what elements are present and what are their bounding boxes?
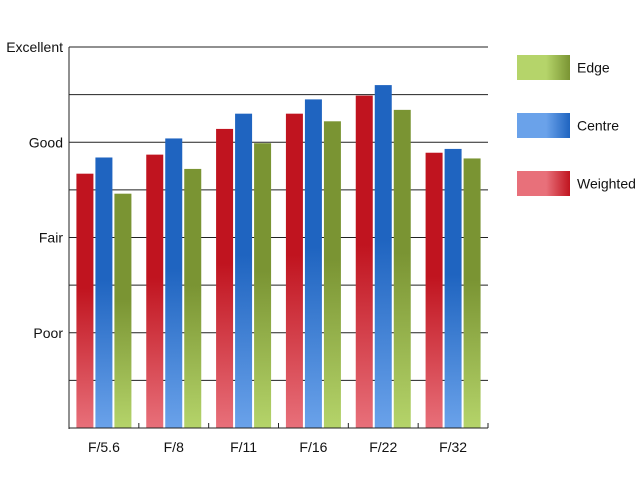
legend-swatch-edge	[517, 55, 570, 80]
legend-label-centre: Centre	[577, 118, 619, 134]
bar-centre-f-22	[374, 85, 392, 428]
legend-swatch-weighted	[517, 171, 570, 196]
bar-edge-f-16	[323, 121, 341, 429]
legend-label-edge: Edge	[577, 60, 610, 76]
x-tick-label-f-22: F/22	[369, 439, 397, 455]
x-axis-labels: F/5.6 F/8 F/11 F/16 F/22 F/32	[88, 439, 467, 455]
bar-weighted-f-8	[146, 154, 164, 428]
bar-edge-f-8	[184, 168, 202, 429]
legend-item-weighted: Weighted	[517, 171, 636, 196]
bar-weighted-f-16	[285, 113, 303, 429]
y-axis-labels: Poor Fair Good Excellent	[6, 39, 63, 341]
bar-weighted-f-32	[425, 152, 443, 429]
legend-label-weighted: Weighted	[577, 176, 636, 192]
bar-weighted-f-5-6	[76, 173, 94, 428]
bar-edge-f-5-6	[114, 193, 132, 428]
x-tick-label-f-32: F/32	[439, 439, 467, 455]
bar-centre-f-11	[235, 113, 253, 429]
y-tick-label-excellent: Excellent	[6, 39, 63, 55]
bars	[76, 85, 481, 429]
bar-centre-f-16	[304, 99, 322, 428]
legend-item-edge: Edge	[517, 55, 610, 80]
legend: Edge Centre Weighted	[517, 55, 636, 196]
legend-item-centre: Centre	[517, 113, 619, 138]
bar-weighted-f-22	[355, 95, 373, 428]
x-tick-label-f-11: F/11	[230, 439, 257, 455]
y-tick-label-poor: Poor	[33, 325, 63, 341]
bar-edge-f-22	[393, 109, 411, 429]
x-tick-label-f-5-6: F/5.6	[88, 439, 120, 455]
bar-edge-f-32	[463, 158, 481, 428]
gridlines	[69, 46, 488, 381]
bar-centre-f-8	[165, 138, 183, 428]
y-tick-label-good: Good	[29, 134, 63, 150]
bar-edge-f-11	[254, 143, 272, 428]
bar-centre-f-32	[444, 148, 462, 429]
x-tick-label-f-8: F/8	[164, 439, 184, 455]
x-tick-label-f-16: F/16	[299, 439, 327, 455]
bar-centre-f-5-6	[95, 157, 113, 429]
legend-swatch-centre	[517, 113, 570, 138]
bar-weighted-f-11	[216, 128, 234, 429]
y-tick-label-fair: Fair	[39, 230, 63, 246]
axes	[68, 47, 489, 429]
